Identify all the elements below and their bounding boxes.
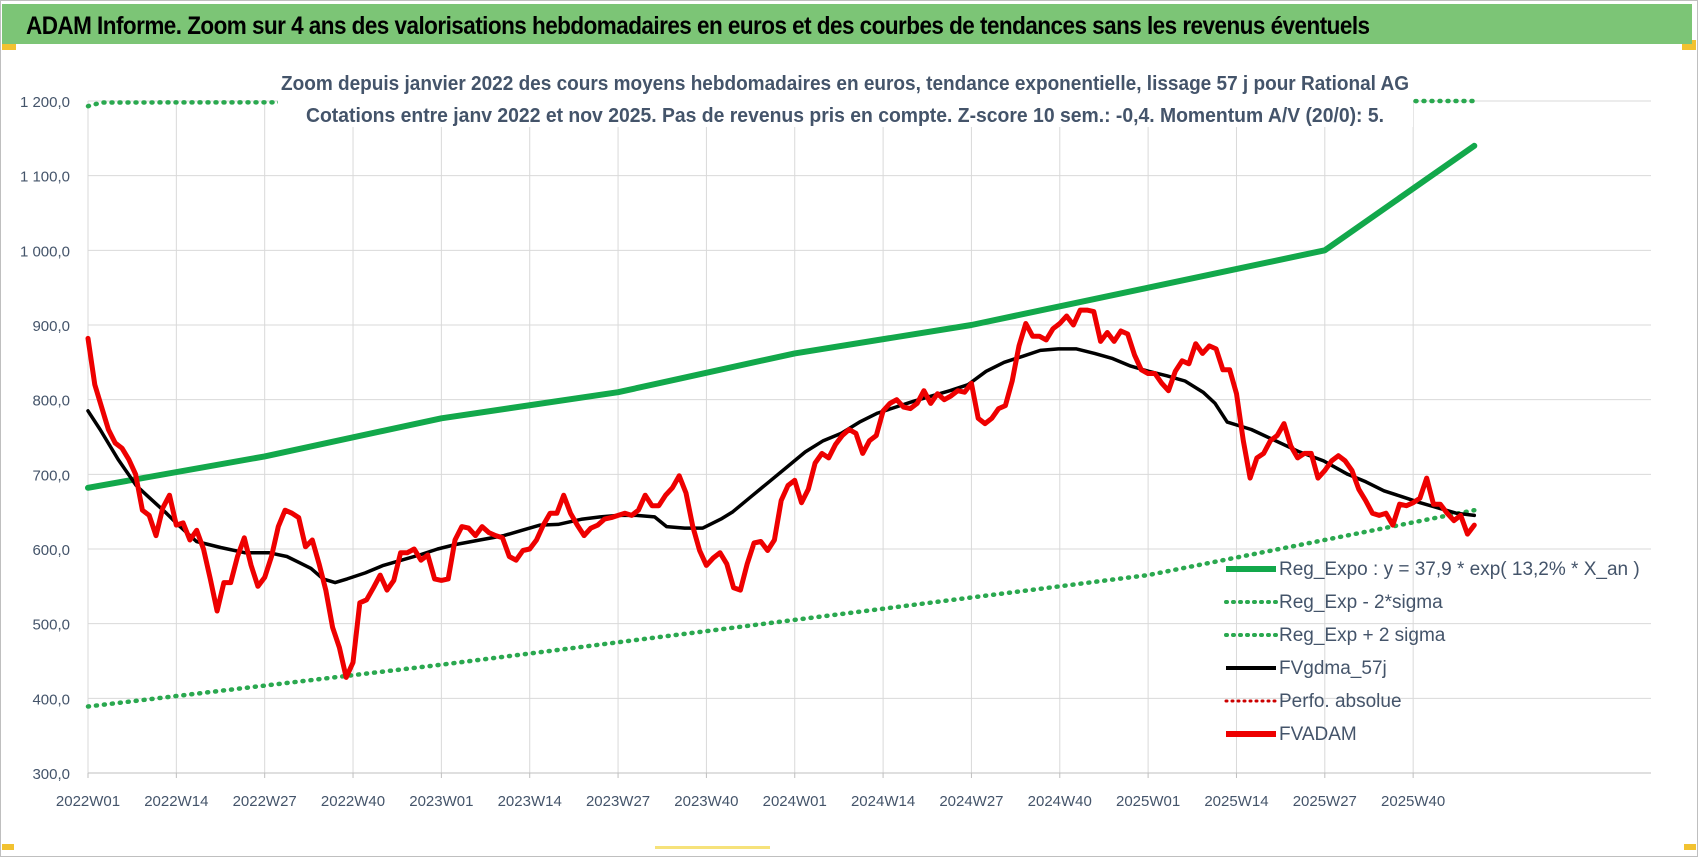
x-tick-label: 2023W14 (498, 793, 562, 810)
x-tick-label: 2023W01 (409, 793, 473, 810)
x-tick-label: 2022W27 (233, 793, 297, 810)
series-fvadam (85, 307, 1477, 680)
chart-titles: Zoom depuis janvier 2022 des cours moyen… (278, 65, 1413, 127)
y-tick-label: 700,0 (32, 467, 70, 484)
x-tick-label: 2025W40 (1381, 793, 1445, 810)
legend-label: Reg_Exp - 2*sigma (1279, 592, 1443, 613)
title-background (278, 65, 1413, 127)
legend-label: FVADAM (1279, 724, 1357, 745)
x-tick-label: 2023W40 (674, 793, 738, 810)
banner-title: ADAM Informe. Zoom sur 4 ans des valoris… (26, 12, 1370, 40)
legend: Reg_Expo : y = 37,9 * exp( 13,2% * X_an … (1224, 559, 1640, 745)
x-tick-label: 2025W01 (1116, 793, 1180, 810)
corner-accent-bottom-right (1684, 844, 1696, 850)
title-banner: ADAM Informe. Zoom sur 4 ans des valoris… (2, 4, 1692, 44)
y-tick-label: 400,0 (32, 691, 70, 708)
x-tick-label: 2024W27 (939, 793, 1003, 810)
y-tick-label: 1 200,0 (20, 94, 70, 111)
bottom-accent (655, 846, 770, 849)
corner-accent-top-right (1682, 40, 1696, 50)
y-tick-label: 1 000,0 (20, 243, 70, 260)
series-reg-exp-minus-2sigma (85, 507, 1477, 709)
legend-label: Reg_Exp + 2 sigma (1279, 625, 1446, 646)
x-tick-label: 2024W01 (763, 793, 827, 810)
x-tick-label: 2024W40 (1028, 793, 1092, 810)
legend-label: FVgdma_57j (1279, 658, 1387, 679)
x-tick-label: 2022W40 (321, 793, 385, 810)
x-tick-label: 2022W01 (56, 793, 120, 810)
x-axis: 2022W01 2022W14 2022W27 2022W40 2023W01 2023W… (56, 772, 1651, 810)
legend-label: Perfo. absolue (1279, 691, 1402, 712)
y-tick-label: 300,0 (32, 766, 70, 783)
y-tick-label: 1 100,0 (20, 169, 70, 186)
series-fvgdma-57j (86, 347, 1477, 585)
chart-subtitle: Cotations entre janv 2022 et nov 2025. P… (306, 105, 1384, 127)
gridlines (87, 100, 1651, 774)
x-tick-label: 2023W27 (586, 793, 650, 810)
y-axis: 300,0 400,0 500,0 600,0 700,0 800,0 900,0 1 000… (20, 94, 70, 783)
y-tick-label: 800,0 (32, 393, 70, 410)
series-reg-expo (85, 142, 1478, 491)
series-lines (85, 98, 1478, 709)
y-tick-label: 500,0 (32, 617, 70, 634)
y-tick-label: 600,0 (32, 542, 70, 559)
x-tick-label: 2024W14 (851, 793, 915, 810)
corner-accent-bottom-left (2, 844, 14, 850)
legend-label: Reg_Expo : y = 37,9 * exp( 13,2% * X_an … (1279, 559, 1640, 580)
x-tick-label: 2025W27 (1293, 793, 1357, 810)
x-tick-label: 2025W14 (1204, 793, 1268, 810)
corner-accent-top-left (2, 40, 16, 50)
y-tick-label: 900,0 (32, 318, 70, 335)
chart-title: Zoom depuis janvier 2022 des cours moyen… (281, 73, 1409, 95)
x-tick-label: 2022W14 (144, 793, 208, 810)
